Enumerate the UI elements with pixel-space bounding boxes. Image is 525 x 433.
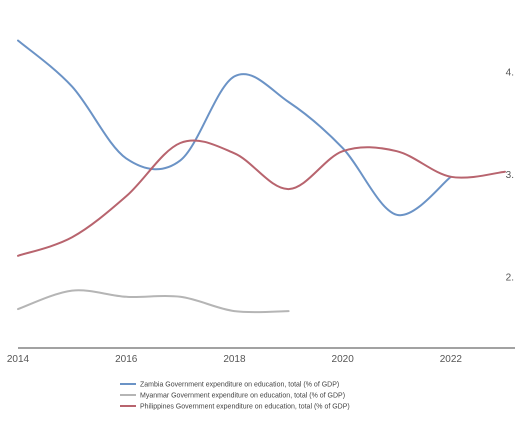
x-tick-label: 2022 xyxy=(440,354,463,365)
series-line-2 xyxy=(17,139,506,257)
legend-label: Zambia Government expenditure on educati… xyxy=(140,382,339,389)
x-tick-label: 2016 xyxy=(115,354,138,365)
legend-label: Myanmar Government expenditure on educat… xyxy=(140,393,345,400)
series-layer xyxy=(17,39,506,314)
y-tick-label: 2. xyxy=(506,272,514,283)
series-line-0 xyxy=(17,39,452,216)
legend-label: Philippines Government expenditure on ed… xyxy=(140,404,350,411)
series-line-1 xyxy=(17,289,290,314)
x-tick-label: 2020 xyxy=(332,354,355,365)
x-tick-label: 2014 xyxy=(7,354,30,365)
y-tick-label: 4. xyxy=(506,67,514,78)
legend: Zambia Government expenditure on educati… xyxy=(120,382,350,411)
y-tick-label: 3. xyxy=(506,170,514,181)
x-tick-label: 2018 xyxy=(223,354,246,365)
y-axis-ticks: 2. 3. 4. xyxy=(506,67,514,283)
x-axis-ticks: 2014 2016 2018 2020 2022 xyxy=(7,354,463,365)
